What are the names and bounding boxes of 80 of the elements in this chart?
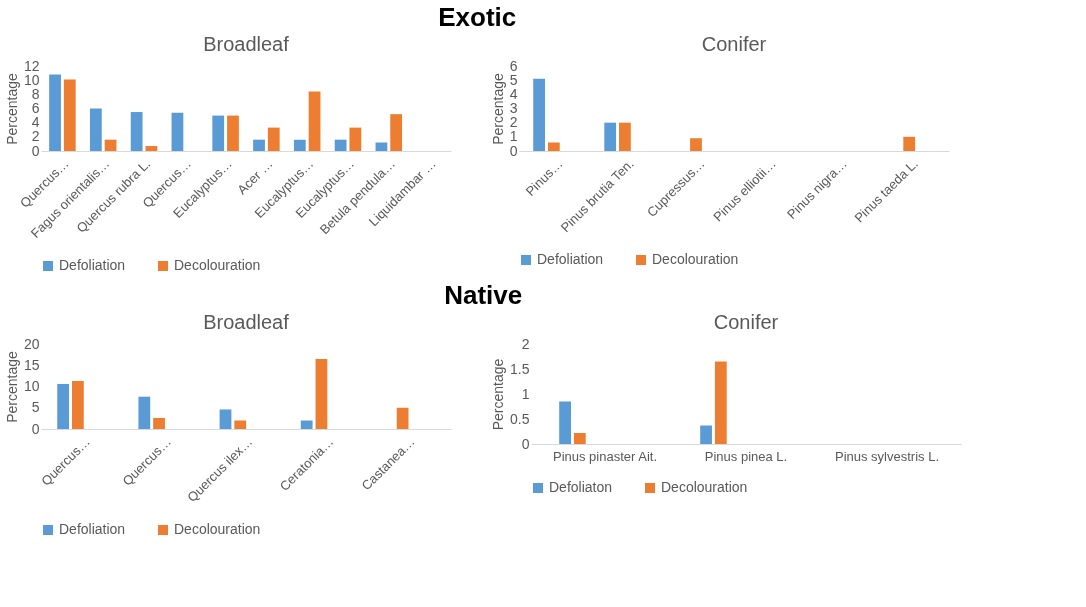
bar: [293, 139, 306, 151]
legend-label: Decolouration: [652, 251, 739, 267]
bar: [227, 115, 239, 151]
y-tick-label: 0: [31, 142, 40, 159]
y-tick-label: 0.5: [510, 410, 530, 427]
bar: [300, 420, 313, 429]
chart-title: Broadleaf: [203, 33, 290, 55]
y-axis-title: Percentage: [490, 358, 507, 431]
y-tick-label: 3: [509, 100, 518, 116]
y-tick-label: 6: [509, 57, 518, 74]
chart-title: Conifer: [701, 33, 767, 55]
bar: [267, 127, 280, 151]
bar: [547, 142, 560, 151]
bar: [253, 139, 265, 151]
y-tick-label: 2: [509, 114, 518, 131]
y-tick-label: 5: [31, 399, 40, 416]
y-tick-label: 5: [509, 71, 518, 88]
bar: [559, 401, 571, 444]
bar: [533, 78, 545, 151]
y-tick-label: 1: [521, 385, 530, 402]
y-tick-label: 10: [23, 378, 40, 394]
bar: [390, 114, 403, 151]
y-tick-label: 20: [23, 335, 40, 352]
legend-label: Defoliaton: [549, 479, 613, 495]
bar: [700, 425, 712, 444]
bar: [89, 108, 102, 151]
bar: [349, 127, 362, 151]
y-tick-label: 15: [23, 356, 40, 373]
bar: [57, 383, 70, 429]
bar: [604, 122, 617, 151]
x-tick-label: Pinus pinea L.: [704, 448, 788, 464]
bar: [212, 115, 225, 151]
y-tick-label: 1.5: [510, 360, 530, 377]
chart-title: Broadleaf: [203, 311, 290, 333]
bar: [145, 146, 158, 151]
bar: [171, 112, 184, 151]
bar: [903, 136, 916, 151]
chart-title: Conifer: [713, 311, 779, 333]
y-tick-label: 2: [31, 128, 40, 145]
y-tick-label: 4: [509, 85, 518, 102]
x-tick-label: Pinus pinaster Ait.: [552, 448, 658, 464]
legend-label: Defoliation: [59, 257, 126, 273]
legend-label: Defoliation: [537, 251, 604, 267]
x-tick-label: Pinus sylvestris L.: [834, 448, 940, 464]
legend-label: Decolouration: [174, 257, 261, 273]
y-tick-label: 1: [509, 128, 518, 145]
legend-label: Defoliation: [59, 521, 126, 537]
bar: [315, 358, 328, 429]
y-tick-label: 0: [521, 435, 530, 452]
bar: [63, 79, 76, 151]
bar: [619, 122, 631, 151]
bar: [714, 361, 727, 444]
bar: [234, 420, 247, 429]
bar: [334, 139, 347, 151]
y-tick-label: 0: [509, 142, 518, 159]
bar: [153, 417, 165, 429]
text: Exotic: [438, 2, 517, 32]
y-axis-title: Percentage: [3, 350, 20, 423]
bar: [49, 74, 61, 151]
legend-label: Decolouration: [661, 479, 748, 495]
bar: [573, 433, 586, 444]
text: Native: [444, 280, 523, 310]
bar: [396, 407, 409, 429]
y-tick-label: 12: [23, 57, 40, 74]
y-tick-label: 2: [521, 335, 530, 352]
y-tick-label: 10: [23, 71, 40, 88]
bar: [130, 112, 143, 151]
bar: [219, 409, 232, 429]
legend-label: Decolouration: [174, 521, 261, 537]
y-tick-label: 6: [31, 100, 40, 116]
bar: [71, 380, 84, 429]
y-tick-label: 0: [31, 420, 40, 437]
bar: [138, 396, 151, 429]
bar: [308, 91, 321, 151]
y-axis-title: Percentage: [3, 72, 20, 145]
y-tick-label: 8: [31, 85, 40, 102]
y-axis-title: Percentage: [489, 72, 506, 145]
bar: [690, 138, 702, 151]
y-tick-label: 4: [31, 114, 40, 131]
bar: [104, 139, 117, 151]
